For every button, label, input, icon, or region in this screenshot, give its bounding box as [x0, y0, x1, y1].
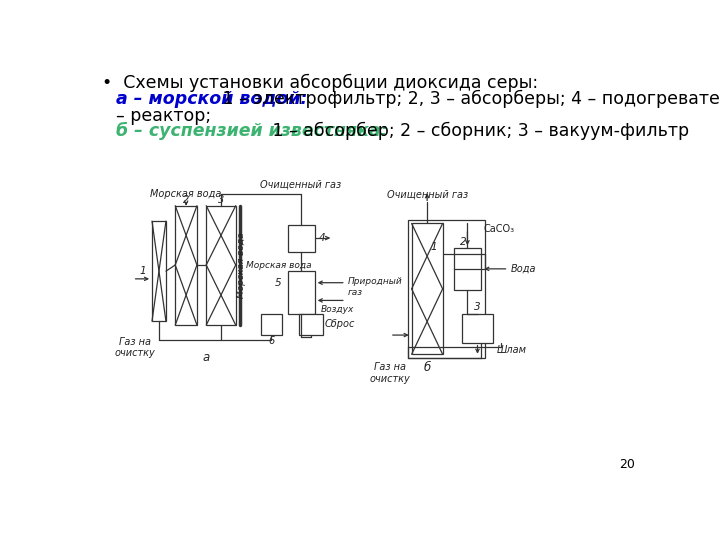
Text: 2: 2 [460, 237, 467, 247]
Text: Морская вода: Морская вода [246, 260, 311, 269]
Text: CaCO₃: CaCO₃ [484, 224, 515, 234]
Bar [300, 314, 323, 335]
Text: 3: 3 [218, 194, 224, 205]
Bar [152, 221, 166, 321]
Bar [287, 225, 315, 252]
Bar [206, 206, 235, 325]
Text: Очищенный газ: Очищенный газ [260, 180, 341, 190]
Text: 1: 1 [139, 266, 145, 276]
Text: Морская вода: Морская вода [237, 232, 246, 298]
Text: Морская вода: Морская вода [150, 189, 222, 199]
Bar [175, 206, 197, 325]
Bar [454, 248, 482, 291]
Text: Шлам: Шлам [497, 346, 527, 355]
Text: 1: 1 [430, 241, 436, 252]
Text: 6: 6 [269, 336, 274, 346]
Bar [462, 314, 493, 343]
Text: б – суспензией известняка:: б – суспензией известняка: [117, 122, 388, 140]
Text: 5: 5 [275, 278, 282, 288]
Bar [287, 271, 315, 314]
Text: Сброс: Сброс [325, 319, 355, 329]
Text: а: а [202, 351, 210, 364]
Text: а – морской водой:: а – морской водой: [117, 90, 308, 108]
Text: 3: 3 [474, 302, 481, 312]
Bar [261, 314, 282, 335]
Bar [408, 220, 485, 358]
Text: 2: 2 [183, 194, 189, 205]
Text: 1 – абсорбер; 2 – сборник; 3 – вакуум-фильтр: 1 – абсорбер; 2 – сборник; 3 – вакуум-фи… [267, 122, 690, 140]
Text: Вода: Вода [510, 264, 536, 274]
Text: Газ на
очистку: Газ на очистку [114, 336, 156, 358]
Text: Воздух: Воздух [321, 305, 354, 314]
Text: Газ на
очистку: Газ на очистку [369, 362, 410, 383]
Text: 1 – электрофильтр; 2, 3 – абсорберы; 4 – подогреватель; 5: 1 – электрофильтр; 2, 3 – абсорберы; 4 –… [217, 90, 720, 109]
Text: •  Схемы установки абсорбции диоксида серы:: • Схемы установки абсорбции диоксида сер… [102, 74, 538, 92]
Text: б: б [423, 361, 431, 374]
Text: 20: 20 [619, 458, 635, 471]
Text: Очищенный газ: Очищенный газ [387, 189, 468, 199]
Text: 4: 4 [319, 233, 325, 243]
Text: – реактор;: – реактор; [117, 107, 212, 125]
Text: Природный
газ: Природный газ [347, 278, 402, 296]
Bar [412, 224, 443, 354]
